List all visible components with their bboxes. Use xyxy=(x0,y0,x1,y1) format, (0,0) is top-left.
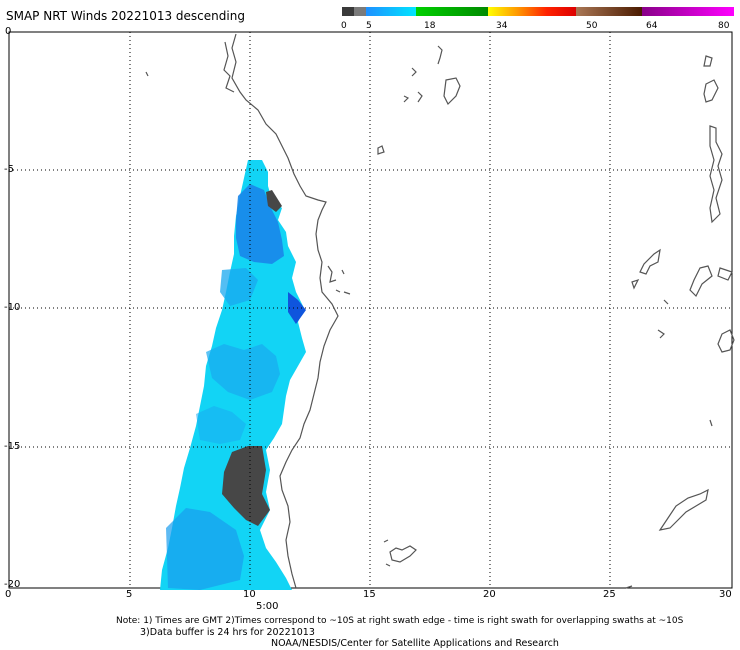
colorbar-label: 34 xyxy=(496,21,508,31)
no-data-patch xyxy=(222,446,270,526)
coast-detail xyxy=(383,539,391,567)
y-tick-label: 0 xyxy=(5,26,12,37)
coast-detail xyxy=(377,145,385,155)
colorbar-swatch xyxy=(416,7,488,16)
coast-detail xyxy=(403,67,423,103)
x-tick-label: 25 xyxy=(603,589,616,600)
coast-detail xyxy=(437,45,443,65)
colorbar-label: 18 xyxy=(424,21,436,31)
swath-mid xyxy=(196,406,246,444)
coast-detail xyxy=(709,125,723,224)
no-data-patch xyxy=(266,190,282,212)
coast-detail xyxy=(145,71,149,77)
grid xyxy=(9,32,732,588)
credit-line: NOAA/NESDIS/Center for Satellite Applica… xyxy=(271,638,559,649)
colorbar-swatch xyxy=(642,7,734,16)
island-outline xyxy=(443,77,461,106)
coast-detail xyxy=(335,269,351,295)
x-tick-label: 30 xyxy=(719,589,732,600)
colorbar-label: 0 xyxy=(341,21,347,31)
swath-time-label: 5:00 xyxy=(256,601,279,612)
wind-speed-colorbar xyxy=(342,7,734,16)
island-outline xyxy=(689,265,713,298)
colorbar-swatch xyxy=(342,7,354,16)
note-line: 3)Data buffer is 24 hrs for 20221013 xyxy=(140,627,315,638)
y-tick-label: -10 xyxy=(4,302,21,313)
y-tick-label: -20 xyxy=(4,579,21,590)
x-tick-label: 10 xyxy=(243,589,256,600)
x-tick-label: 20 xyxy=(483,589,496,600)
island-outline xyxy=(703,55,713,67)
swath-strong xyxy=(236,184,284,264)
x-tick-label: 5 xyxy=(126,589,133,600)
coast-detail xyxy=(657,329,665,339)
note-line: Note: 1) Times are GMT 2)Times correspon… xyxy=(116,616,684,626)
coast-detail xyxy=(327,265,337,283)
coast-detail xyxy=(663,299,669,305)
wind-swath xyxy=(160,160,306,590)
y-tick-label: -15 xyxy=(4,441,21,452)
x-tick-label: 15 xyxy=(363,589,376,600)
colorbar-label: 5 xyxy=(366,21,372,31)
colorbar-label: 50 xyxy=(586,21,598,31)
x-tick-label: 0 xyxy=(5,589,12,600)
africa-coast xyxy=(231,33,339,589)
colorbar-swatch xyxy=(366,7,416,16)
coast-detail xyxy=(223,41,235,93)
coast-detail xyxy=(631,278,640,290)
swath-mid xyxy=(206,344,280,400)
colorbar-swatch xyxy=(576,7,642,16)
y-tick-label: -5 xyxy=(4,164,14,175)
coast-detail xyxy=(639,248,661,275)
coast-detail xyxy=(709,419,713,427)
colorbar-swatch xyxy=(488,7,576,16)
colorbar-swatch xyxy=(354,7,366,16)
island-outline xyxy=(658,488,709,531)
coastline xyxy=(145,33,735,589)
colorbar-label: 64 xyxy=(646,21,658,31)
coast-detail xyxy=(625,585,633,589)
colorbar-label: 80 xyxy=(718,21,730,31)
island-outline xyxy=(703,79,719,103)
island-outline xyxy=(717,329,735,353)
island-outline xyxy=(717,267,733,281)
swath-mid xyxy=(166,508,244,590)
swath-mid xyxy=(220,268,258,306)
island-outline xyxy=(389,545,417,563)
map-title: SMAP NRT Winds 20221013 descending xyxy=(6,9,245,23)
